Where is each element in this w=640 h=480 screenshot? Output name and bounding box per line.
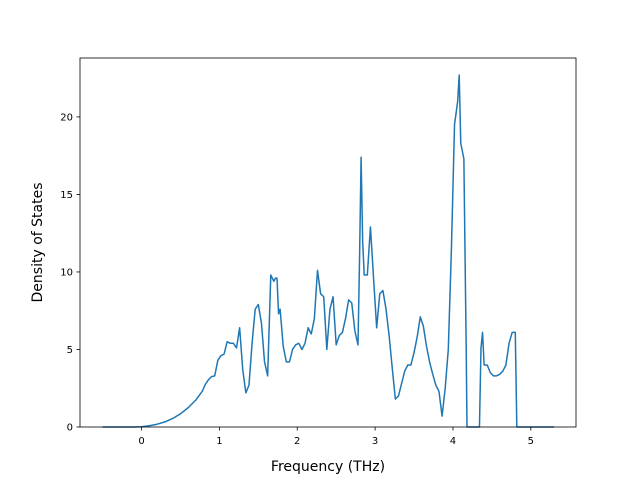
- x-tick-label: 2: [294, 436, 300, 447]
- x-tick-label: 4: [450, 436, 456, 447]
- y-axis-label: Density of States: [30, 183, 46, 303]
- x-tick-label: 0: [138, 436, 144, 447]
- y-tick-label: 20: [60, 112, 73, 123]
- y-tick-label: 0: [67, 423, 73, 434]
- plot-frame: [79, 57, 577, 428]
- x-tick-label: 3: [372, 436, 378, 447]
- x-axis-label: Frequency (THz): [271, 459, 385, 475]
- ticks-layer: 0 1 2 3 4 5 0 5 10 15 20: [60, 112, 534, 447]
- y-tick-label: 10: [60, 267, 73, 278]
- y-tick-label: 5: [67, 345, 73, 356]
- x-tick-label: 5: [528, 436, 534, 447]
- x-tick-label: 1: [216, 436, 222, 447]
- y-tick-label: 15: [60, 190, 73, 201]
